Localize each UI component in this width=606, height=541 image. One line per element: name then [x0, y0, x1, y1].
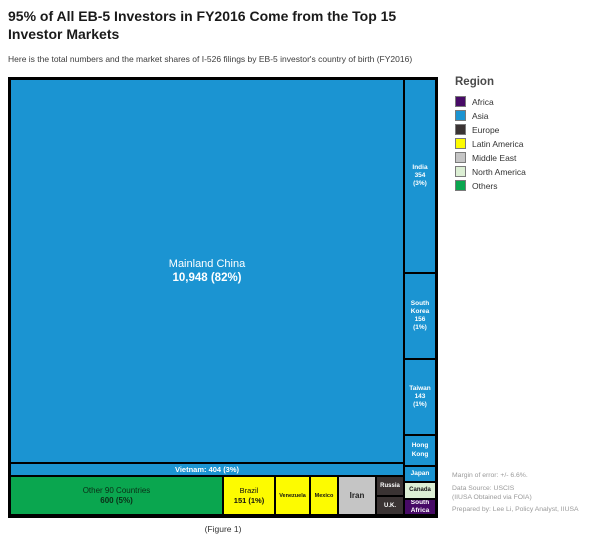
legend-label: Others — [472, 180, 498, 191]
treemap-cell-south-africa[interactable]: South Africa — [404, 499, 436, 515]
treemap-cell-canada[interactable]: Canada — [404, 482, 436, 499]
margin-of-error-note: Margin of error: +/- 6.6%. — [452, 472, 528, 479]
cell-label: Taiwan 143 (1%) — [409, 384, 431, 409]
footnotes: Margin of error: +/- 6.6%. Data Source: … — [452, 472, 604, 519]
treemap-cell-uk[interactable]: U.K. — [376, 496, 404, 515]
cell-label: Mainland China — [168, 258, 246, 270]
legend-swatch-middle-east — [455, 152, 466, 163]
legend-item-europe[interactable]: Europe — [455, 124, 595, 135]
legend-label: Middle East — [472, 152, 517, 163]
legend-item-asia[interactable]: Asia — [455, 110, 595, 121]
page-subtitle: Here is the total numbers and the market… — [8, 54, 413, 64]
cell-label: Russia — [380, 483, 400, 489]
cell-label: Brazil — [239, 486, 259, 495]
treemap-cell-india[interactable]: India 354 (3%) — [404, 79, 436, 273]
cell-label: Venezuela — [279, 492, 306, 499]
cell-label: Vietnam: 404 (3%) — [174, 465, 240, 474]
treemap-cell-iran[interactable]: Iran — [338, 476, 376, 515]
treemap-cell-russia[interactable]: Russia — [376, 476, 404, 496]
cell-label: Hong Kong — [411, 442, 429, 458]
figure-caption: (Figure 1) — [204, 524, 242, 534]
legend-title: Region — [455, 76, 494, 88]
cell-label: Japan — [410, 469, 430, 477]
cell-label: India 354 (3%) — [412, 163, 428, 188]
treemap-cell-taiwan[interactable]: Taiwan 143 (1%) — [404, 359, 436, 435]
legend-label: Europe — [472, 124, 500, 135]
legend-swatch-latin-america — [455, 138, 466, 149]
treemap-cell-hong-kong[interactable]: Hong Kong — [404, 435, 436, 466]
treemap-chart: Mainland China 10,948 (82%) India 354 (3… — [8, 77, 438, 518]
cell-label: U.K. — [384, 502, 396, 509]
treemap-cell-south-korea[interactable]: South Korea 156 (1%) — [404, 273, 436, 359]
treemap-cell-venezuela[interactable]: Venezuela — [275, 476, 310, 515]
legend-label: Africa — [472, 96, 494, 107]
cell-label: South Korea 156 (1%) — [410, 299, 430, 332]
legend-label: Latin America — [472, 138, 524, 149]
legend-swatch-europe — [455, 124, 466, 135]
treemap-cell-vietnam[interactable]: Vietnam: 404 (3%) — [10, 463, 404, 476]
treemap-cell-mainland-china[interactable]: Mainland China 10,948 (82%) — [10, 79, 404, 463]
cell-label: Canada — [409, 486, 431, 493]
cell-label: Other 90 Countries — [82, 486, 151, 495]
cell-label: Mexico — [314, 492, 334, 499]
page-title: 95% of All EB-5 Investors in FY2016 Come… — [8, 8, 397, 43]
region-legend: Region Africa Asia Europe Latin America … — [455, 76, 595, 194]
legend-swatch-africa — [455, 96, 466, 107]
cell-value: 151 (1%) — [233, 496, 265, 505]
treemap-cell-japan[interactable]: Japan — [404, 466, 436, 482]
cell-label: South Africa — [410, 499, 430, 514]
cell-label: Iran — [349, 491, 365, 500]
legend-label: Asia — [472, 110, 489, 121]
legend-swatch-north-america — [455, 166, 466, 177]
treemap-cell-other-90-countries[interactable]: Other 90 Countries 600 (5%) — [10, 476, 223, 515]
legend-label: North America — [472, 166, 526, 177]
legend-item-africa[interactable]: Africa — [455, 96, 595, 107]
treemap-cell-mexico[interactable]: Mexico — [310, 476, 338, 515]
legend-item-middle-east[interactable]: Middle East — [455, 152, 595, 163]
cell-value: 10,948 (82%) — [172, 272, 242, 284]
legend-swatch-others — [455, 180, 466, 191]
cell-value: 600 (5%) — [100, 496, 133, 505]
legend-swatch-asia — [455, 110, 466, 121]
data-source-note: Data Source: USCIS (IIUSA Obtained via F… — [452, 484, 532, 501]
legend-item-others[interactable]: Others — [455, 180, 595, 191]
legend-item-north-america[interactable]: North America — [455, 166, 595, 177]
prepared-by-note: Prepared by: Lee Li, Policy Analyst, IIU… — [452, 506, 579, 514]
legend-item-latin-america[interactable]: Latin America — [455, 138, 595, 149]
treemap-cell-brazil[interactable]: Brazil 151 (1%) — [223, 476, 275, 515]
